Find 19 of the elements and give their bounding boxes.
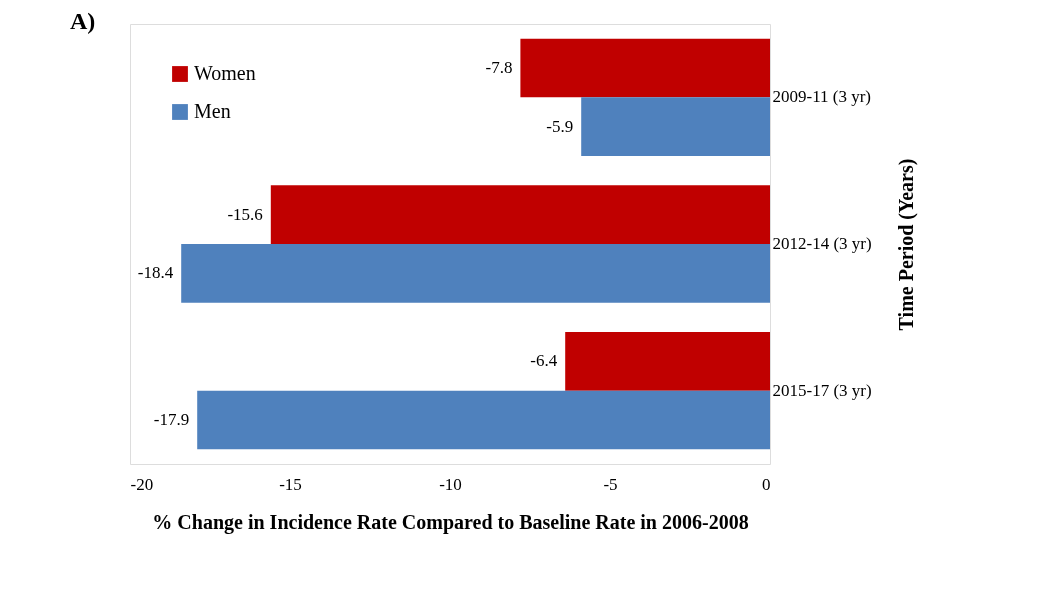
x-tick-label: -10 <box>439 474 462 494</box>
data-label: -7.8 <box>485 58 513 77</box>
y-tick-label: 2012-14 (3 yr) <box>772 234 872 253</box>
x-tick-label: -5 <box>603 474 618 494</box>
data-label: -5.9 <box>546 116 574 136</box>
legend-label: Men <box>194 100 231 122</box>
x-axis-title: % Change in Incidence Rate Compared to Baseline Rate in 2006-2008 <box>152 510 749 534</box>
y-tick-label: 2015-17 (3 yr) <box>772 380 872 400</box>
data-label: -18.4 <box>137 263 174 283</box>
y-tick-label: 2009-11 (3 yr) <box>772 87 872 107</box>
y-axis-title: Time Period (Years) <box>894 158 918 331</box>
x-tick-label: 0 <box>762 474 771 494</box>
chart-title: A) <box>70 8 96 34</box>
x-tick-label: -15 <box>279 474 302 494</box>
data-label: -17.9 <box>153 410 190 429</box>
data-label: -6.4 <box>530 351 558 371</box>
legend-label: Women <box>194 62 256 84</box>
data-label: -15.6 <box>227 204 263 224</box>
x-tick-label: -20 <box>130 474 154 494</box>
